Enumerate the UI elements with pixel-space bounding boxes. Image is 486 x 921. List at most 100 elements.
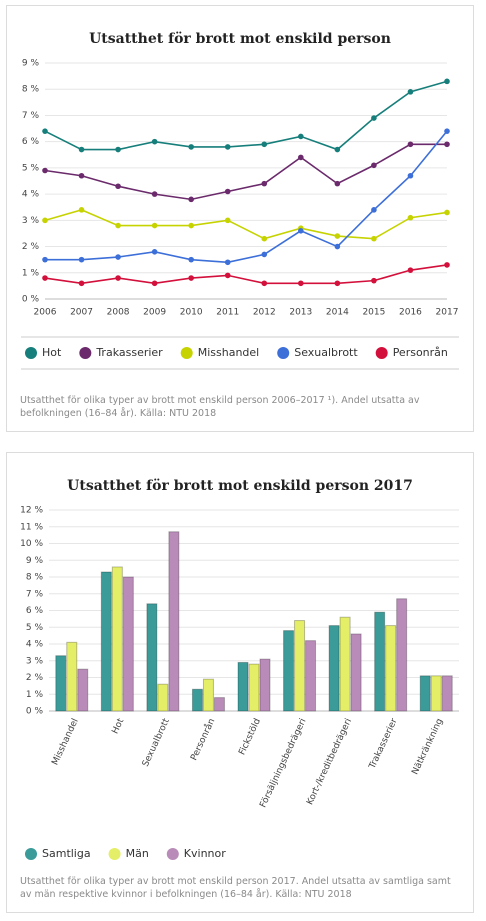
point <box>298 154 304 161</box>
point <box>371 162 377 169</box>
point <box>261 180 268 187</box>
line <box>44 143 447 201</box>
x-tick-label: 2011 <box>216 308 239 318</box>
y-tick-label: 6 % <box>26 606 44 616</box>
x-tick-label: 2006 <box>34 308 57 318</box>
legend-swatch <box>25 848 37 860</box>
line <box>44 80 448 151</box>
point <box>151 280 158 287</box>
point <box>261 235 268 242</box>
point <box>42 275 48 281</box>
point <box>224 217 231 224</box>
point <box>298 280 304 287</box>
legend-label: Hot <box>42 346 62 359</box>
y-tick-label: 9 % <box>26 556 44 566</box>
legend-label: Misshandel <box>198 346 260 359</box>
bar <box>430 675 442 712</box>
y-tick-label: 8 % <box>22 85 40 95</box>
y-tick-label: 1 % <box>22 268 40 278</box>
x-tick-label: 2007 <box>70 308 93 318</box>
point <box>151 138 158 145</box>
y-tick-label: 12 % <box>20 506 43 516</box>
point <box>224 144 231 150</box>
y-tick-label: 9 % <box>22 59 40 69</box>
legend-swatch <box>375 347 388 359</box>
point <box>407 172 414 179</box>
y-tick-label: 5 % <box>26 623 44 633</box>
point <box>115 183 121 190</box>
chart-title: Utsatthet för brott mot enskild person 2… <box>67 478 413 494</box>
y-tick-label: 3 % <box>26 656 44 666</box>
y-tick-label: 8 % <box>26 573 44 583</box>
point <box>78 172 85 179</box>
bar <box>328 625 340 712</box>
point <box>444 262 450 268</box>
y-tick-label: 2 % <box>22 242 40 252</box>
point <box>407 214 414 221</box>
bar <box>305 640 317 712</box>
y-tick-label: 2 % <box>26 673 44 683</box>
point <box>151 222 158 229</box>
y-tick-label: 0 % <box>22 295 40 305</box>
legend-label: Sexualbrott <box>294 346 358 359</box>
x-tick-label: Nätkränkning <box>410 717 445 776</box>
legend-label: Kvinnor <box>184 847 226 860</box>
x-tick-label: Personrån <box>188 717 217 763</box>
x-tick-label: 2013 <box>289 308 312 318</box>
legend-swatch <box>277 347 290 359</box>
y-tick-label: 7 % <box>26 589 44 599</box>
bar <box>419 675 431 712</box>
point <box>407 141 414 148</box>
bar <box>374 611 386 712</box>
point <box>444 128 450 134</box>
x-tick-label: Försäljningsbedrägeri <box>258 717 308 809</box>
legend-label: Män <box>126 847 149 860</box>
bar <box>237 661 249 712</box>
bar <box>122 576 134 712</box>
point <box>224 188 231 195</box>
point <box>444 78 450 85</box>
point <box>407 89 414 95</box>
x-tick-label: 2010 <box>180 308 203 318</box>
point <box>115 146 121 153</box>
point <box>444 209 450 216</box>
point <box>42 128 48 134</box>
bar <box>77 668 89 712</box>
point <box>334 243 341 250</box>
bar <box>157 683 169 712</box>
point <box>78 256 85 263</box>
point <box>334 180 341 187</box>
bar <box>339 616 351 712</box>
x-tick-label: 2008 <box>107 308 130 318</box>
y-tick-label: 0 % <box>26 707 44 717</box>
point <box>371 235 377 242</box>
point <box>371 115 377 121</box>
bar <box>100 571 112 712</box>
y-tick-label: 1 % <box>26 690 44 700</box>
chart: Utsatthet för brott mot enskild person 0 … <box>21 31 459 370</box>
x-tick-label: Hot <box>111 717 127 736</box>
point <box>78 146 85 153</box>
caption: Utsatthet för olika typer av brott mot e… <box>20 395 420 419</box>
legend-label: Trakasserier <box>95 346 163 359</box>
x-tick-label: 2017 <box>436 308 459 318</box>
point <box>151 191 158 197</box>
bar <box>191 688 203 712</box>
point <box>188 196 194 203</box>
y-tick-label: 5 % <box>22 163 40 173</box>
bar <box>168 531 180 712</box>
point <box>261 280 268 287</box>
chart: Utsatthet för brott mot enskild person 2… <box>20 478 459 860</box>
x-tick-label: 2016 <box>399 308 422 318</box>
bar <box>55 655 67 712</box>
chart-title: Utsatthet för brott mot enskild person <box>89 31 391 47</box>
y-tick-label: 10 % <box>20 539 43 549</box>
legend-swatch <box>79 347 92 359</box>
point <box>444 141 450 148</box>
point <box>42 167 48 174</box>
point <box>42 217 48 224</box>
x-tick-label: Fickstöld <box>237 717 263 757</box>
x-tick-label: Trakasserier <box>367 717 400 772</box>
point <box>334 233 341 239</box>
